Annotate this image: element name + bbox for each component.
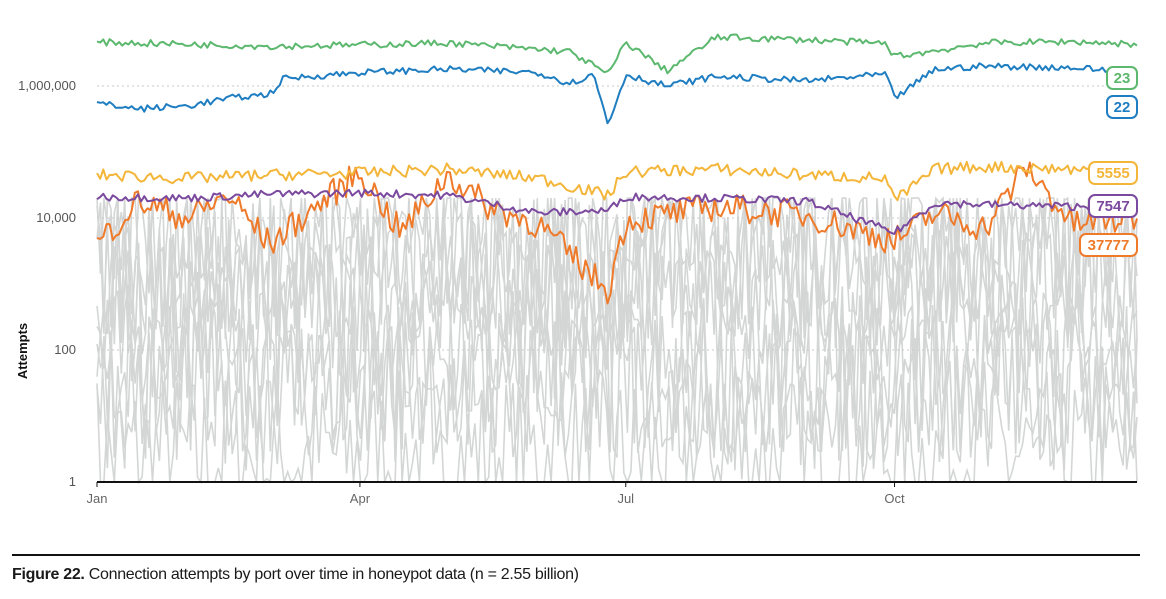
- caption-text: Connection attempts by port over time in…: [84, 566, 579, 583]
- axes: 1 100 10,000 1,000,000 Jan Apr Jul Oct Attempts: [15, 78, 1137, 506]
- series-tag-label: 23: [1114, 70, 1131, 87]
- background-line: [96, 195, 1138, 357]
- series-tag-box: [1106, 66, 1138, 90]
- series-tag-box: [1079, 233, 1138, 257]
- x-tick-label: Oct: [884, 491, 905, 506]
- series-tag-label: 5555: [1096, 165, 1129, 182]
- series-tags: 37777 7547 5555 22 23: [1079, 66, 1138, 257]
- background-line: [96, 299, 1138, 471]
- y-axis-label: Attempts: [15, 323, 30, 379]
- x-tick-label: Jan: [87, 491, 108, 506]
- series-tag-box: [1088, 161, 1138, 185]
- background-line: [96, 195, 1138, 341]
- background-line: [96, 295, 1138, 466]
- series-line-37777: [96, 161, 1138, 305]
- caption-rule: [12, 554, 1140, 556]
- series-line-7547: [96, 188, 1138, 235]
- series-tag-label: 22: [1114, 99, 1131, 116]
- background-port-lines: [96, 195, 1138, 485]
- figure-caption: Figure 22. Connection attempts by port o…: [12, 566, 579, 584]
- x-tick-label: Jul: [617, 491, 634, 506]
- highlighted-series: [96, 33, 1138, 305]
- series-tag-box: [1088, 194, 1138, 218]
- series-tag-box: [1106, 95, 1138, 119]
- y-tick-label: 10,000: [36, 210, 76, 225]
- figure-label: Figure 22.: [12, 566, 85, 583]
- y-tick-label: 100: [54, 342, 76, 357]
- y-tick-label: 1,000,000: [18, 78, 76, 93]
- series-line-22: [96, 62, 1138, 125]
- series-line-23: [96, 33, 1138, 75]
- series-line-5555: [96, 160, 1138, 202]
- series-tag-label: 37777: [1088, 237, 1130, 254]
- x-tick-label: Apr: [350, 491, 371, 506]
- gridlines: [97, 85, 1137, 351]
- y-tick-label: 1: [69, 474, 76, 489]
- series-tag-label: 7547: [1096, 198, 1129, 215]
